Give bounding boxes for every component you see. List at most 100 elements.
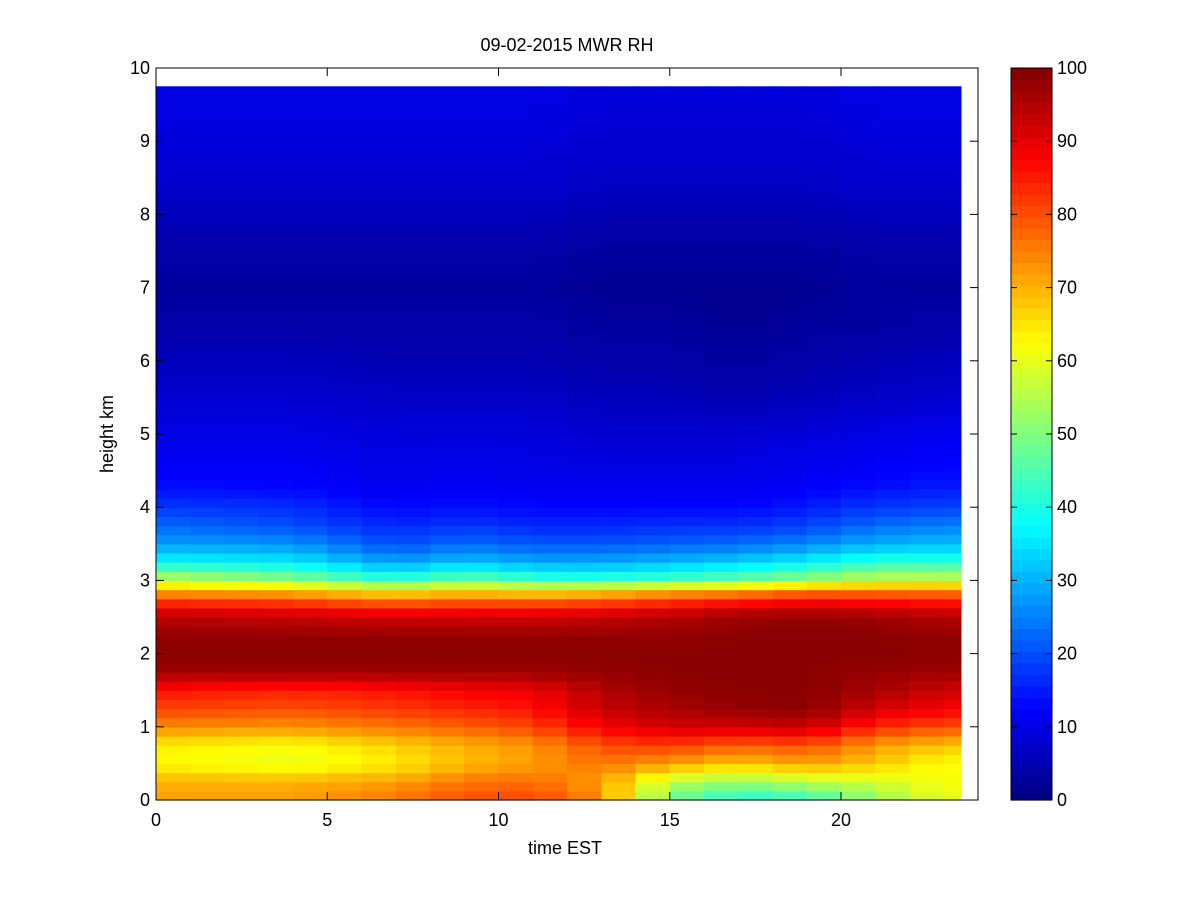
- heatmap-cell: [224, 397, 260, 408]
- heatmap-cell: [156, 360, 191, 371]
- heatmap-cell: [738, 196, 774, 206]
- colorbar-tick-label: 40: [1057, 497, 1077, 517]
- heatmap-cell: [601, 699, 637, 710]
- heatmap-cell: [395, 735, 431, 746]
- heatmap-cell: [532, 635, 568, 646]
- heatmap-cell: [327, 141, 363, 151]
- heatmap-cell: [875, 379, 911, 389]
- heatmap-cell: [601, 498, 637, 508]
- heatmap-cell: [772, 296, 808, 307]
- heatmap-cell: [258, 644, 294, 655]
- heatmap-cell: [190, 690, 226, 700]
- heatmap-cell: [327, 369, 363, 380]
- heatmap-cell: [704, 488, 739, 499]
- heatmap-cell: [806, 232, 842, 243]
- heatmap-cell: [635, 562, 671, 572]
- heatmap-cell: [806, 671, 842, 682]
- heatmap-cell: [293, 86, 328, 97]
- heatmap-cell: [224, 461, 260, 472]
- heatmap-cell: [156, 196, 191, 206]
- heatmap-cell: [875, 671, 911, 682]
- heatmap-cell: [293, 415, 328, 426]
- heatmap-cell: [943, 296, 962, 307]
- heatmap-cell: [704, 424, 739, 435]
- heatmap-cell: [943, 671, 962, 682]
- heatmap-cell: [430, 598, 465, 609]
- heatmap-cell: [601, 214, 637, 225]
- heatmap-cell: [361, 388, 397, 398]
- heatmap-cell: [601, 507, 637, 517]
- heatmap-cell: [395, 507, 431, 517]
- heatmap-cell: [601, 452, 637, 463]
- colorbar-step: [1011, 113, 1052, 126]
- heatmap-cell: [498, 735, 534, 746]
- heatmap-cell: [806, 534, 842, 545]
- heatmap-cell: [738, 488, 774, 499]
- heatmap-cell: [190, 790, 226, 801]
- heatmap-cell: [806, 168, 842, 179]
- heatmap-cell: [875, 168, 911, 179]
- heatmap-cell: [875, 754, 911, 764]
- heatmap-cell: [224, 598, 260, 609]
- heatmap-cell: [772, 132, 808, 142]
- heatmap-cell: [635, 241, 671, 252]
- heatmap-cell: [430, 196, 465, 206]
- heatmap-cell: [772, 159, 808, 170]
- heatmap-cell: [875, 717, 911, 728]
- heatmap-cell: [464, 223, 500, 234]
- heatmap-cell: [224, 589, 260, 600]
- heatmap-cell: [190, 571, 226, 581]
- heatmap-cell: [738, 479, 774, 490]
- heatmap-cell: [841, 424, 876, 435]
- heatmap-cell: [190, 196, 226, 206]
- heatmap-cell: [361, 580, 397, 591]
- heatmap-cell: [601, 104, 637, 115]
- heatmap-cell: [669, 287, 705, 298]
- heatmap-cell: [909, 415, 945, 426]
- heatmap-cell: [567, 690, 602, 700]
- heatmap-cell: [190, 424, 226, 435]
- colorbar-step: [1011, 136, 1052, 149]
- colorbar-step: [1011, 742, 1052, 755]
- heatmap-cell: [498, 443, 534, 453]
- heatmap-cell: [258, 498, 294, 508]
- heatmap-cell: [498, 159, 534, 170]
- heatmap-cell: [567, 543, 602, 554]
- heatmap-cell: [772, 104, 808, 115]
- heatmap-cell: [190, 763, 226, 774]
- heatmap-cell: [430, 214, 465, 225]
- heatmap-cell: [567, 754, 602, 764]
- heatmap-cell: [327, 397, 363, 408]
- heatmap-cell: [772, 498, 808, 508]
- heatmap-cell: [224, 580, 260, 591]
- heatmap-cell: [361, 552, 397, 563]
- heatmap-cell: [464, 122, 500, 133]
- heatmap-cell: [293, 525, 328, 536]
- heatmap-cell: [258, 571, 294, 581]
- heatmap-cell: [293, 662, 328, 673]
- heatmap-cell: [806, 269, 842, 280]
- heatmap-cell: [669, 260, 705, 270]
- heatmap-cell: [224, 113, 260, 124]
- heatmap-cell: [293, 196, 328, 206]
- colorbar-step: [1011, 456, 1052, 469]
- heatmap-cell: [567, 461, 602, 472]
- heatmap-cell: [361, 260, 397, 270]
- heatmap-cell: [909, 662, 945, 673]
- heatmap-cell: [361, 223, 397, 234]
- heatmap-cell: [635, 589, 671, 600]
- heatmap-cell: [772, 461, 808, 472]
- heatmap-cell: [738, 580, 774, 591]
- heatmap-cell: [567, 525, 602, 536]
- heatmap-cell: [156, 525, 191, 536]
- heatmap-cell: [395, 296, 431, 307]
- heatmap-cell: [669, 690, 705, 700]
- heatmap-cell: [704, 369, 739, 380]
- heatmap-cell: [532, 525, 568, 536]
- heatmap-cell: [601, 241, 637, 252]
- heatmap-cell: [669, 141, 705, 151]
- heatmap-cell: [669, 580, 705, 591]
- heatmap-cell: [293, 223, 328, 234]
- heatmap-cell: [601, 278, 637, 289]
- heatmap-cell: [258, 351, 294, 362]
